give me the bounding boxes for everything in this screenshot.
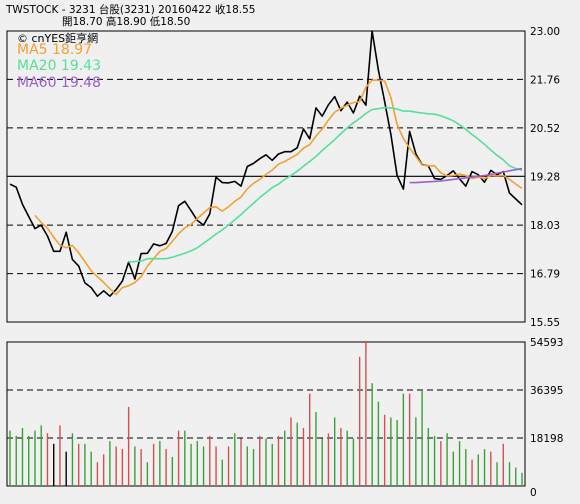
header-line-1: TWSTOCK - 3231 台股(3231) 20160422 收18.55 xyxy=(6,4,256,16)
ma5-line xyxy=(34,79,523,296)
price-tick-label: 20.52 xyxy=(530,123,560,135)
price-tick-label: 23.00 xyxy=(530,26,560,38)
volume-tick-label: 36395 xyxy=(530,385,563,397)
legend-ma5: MA5 18.97 xyxy=(17,42,93,58)
header-line-2: 開18.70 高18.90 低18.50 xyxy=(62,16,191,28)
price-tick-label: 18.03 xyxy=(530,220,560,232)
price-tick-label: 19.28 xyxy=(530,171,560,183)
watermark: © cnYES鉅亨網 xyxy=(17,32,99,45)
volume-tick-label: 54593 xyxy=(530,337,563,349)
volume-tick-label: 18198 xyxy=(530,433,563,445)
price-tick-label: 16.79 xyxy=(530,269,560,281)
price-line xyxy=(9,30,523,298)
ma60-line xyxy=(409,167,523,184)
legend-ma20: MA20 19.43 xyxy=(17,58,101,74)
volume-tick-label: 0 xyxy=(530,487,537,499)
price-tick-label: 21.76 xyxy=(530,74,560,86)
ma20-line xyxy=(128,106,523,263)
legend-ma60: MA60 19.48 xyxy=(17,75,101,91)
price-tick-label: 15.55 xyxy=(530,317,560,329)
